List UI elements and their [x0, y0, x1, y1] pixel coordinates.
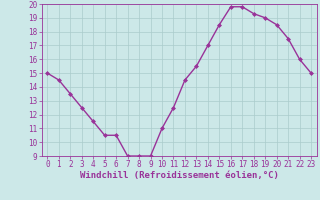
- X-axis label: Windchill (Refroidissement éolien,°C): Windchill (Refroidissement éolien,°C): [80, 171, 279, 180]
